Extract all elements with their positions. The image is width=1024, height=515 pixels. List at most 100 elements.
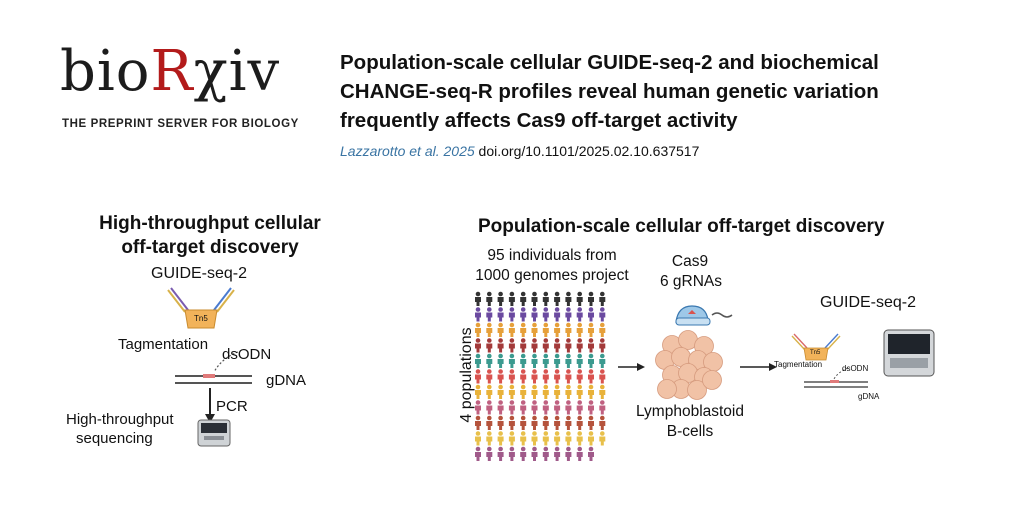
person-icon bbox=[508, 431, 515, 446]
citation-doi[interactable]: doi.org/10.1101/2025.02.10.637517 bbox=[478, 143, 700, 159]
person-icon bbox=[475, 291, 481, 306]
person-icon bbox=[599, 400, 606, 415]
person-icon bbox=[542, 291, 549, 306]
person-icon bbox=[542, 431, 549, 446]
person-icon bbox=[588, 307, 594, 322]
person-icon bbox=[576, 384, 583, 399]
person-icon bbox=[475, 322, 481, 337]
arrow-to-guideseq-icon bbox=[740, 363, 777, 371]
person-icon bbox=[576, 369, 583, 384]
person-icon bbox=[588, 446, 594, 461]
person-icon bbox=[508, 307, 515, 322]
left-heading-line1: High-throughput cellular bbox=[99, 213, 321, 234]
right-heading: Population-scale cellular off-target dis… bbox=[478, 216, 885, 237]
person-icon bbox=[486, 384, 493, 399]
cas9-line: Cas9 bbox=[671, 253, 709, 270]
person-icon bbox=[565, 446, 572, 461]
person-icon bbox=[508, 415, 515, 430]
person-icon bbox=[508, 291, 515, 306]
person-icon bbox=[542, 369, 549, 384]
person-icon bbox=[576, 307, 583, 322]
person-icon bbox=[475, 307, 481, 322]
person-icon bbox=[588, 338, 594, 353]
person-icon bbox=[520, 431, 527, 446]
person-icon bbox=[565, 353, 572, 368]
person-icon bbox=[475, 446, 481, 461]
cas9-label: Cas9 6 gRNAs bbox=[660, 252, 723, 292]
person-icon bbox=[486, 400, 493, 415]
grnas-line: 6 gRNAs bbox=[660, 273, 723, 290]
person-icon bbox=[599, 415, 606, 430]
person-icon bbox=[576, 400, 583, 415]
person-icon bbox=[486, 415, 493, 430]
person-icon bbox=[576, 431, 583, 446]
person-icon bbox=[542, 353, 549, 368]
citation-authors[interactable]: Lazzarotto et al. 2025 bbox=[340, 143, 475, 159]
person-icon bbox=[531, 291, 538, 306]
person-icon bbox=[508, 400, 515, 415]
arrow-to-cells-icon bbox=[618, 363, 645, 371]
person-icon bbox=[565, 369, 572, 384]
person-icon bbox=[554, 338, 561, 353]
person-icon bbox=[576, 446, 583, 461]
person-icon bbox=[475, 431, 481, 446]
people-grid-icon bbox=[475, 291, 606, 461]
person-icon bbox=[599, 338, 606, 353]
person-icon bbox=[520, 322, 527, 337]
person-icon bbox=[588, 400, 594, 415]
cells-line1: Lymphoblastoid bbox=[636, 403, 744, 420]
person-icon bbox=[508, 369, 515, 384]
person-icon bbox=[599, 353, 606, 368]
person-icon bbox=[508, 384, 515, 399]
left-heading: High-throughput cellular off-target disc… bbox=[60, 212, 360, 260]
person-icon bbox=[520, 291, 527, 306]
person-icon bbox=[588, 369, 594, 384]
person-icon bbox=[475, 338, 481, 353]
person-icon bbox=[531, 307, 538, 322]
person-icon bbox=[497, 369, 504, 384]
person-icon bbox=[486, 307, 493, 322]
person-icon bbox=[486, 431, 493, 446]
tn5-complex-right-icon bbox=[791, 333, 841, 361]
left-heading-line2: off-target discovery bbox=[121, 237, 299, 258]
person-icon bbox=[520, 353, 527, 368]
person-icon bbox=[554, 307, 561, 322]
person-icon bbox=[565, 291, 572, 306]
person-icon bbox=[508, 338, 515, 353]
cell-icon bbox=[702, 370, 722, 390]
person-icon bbox=[599, 291, 606, 306]
person-icon bbox=[599, 431, 606, 446]
person-icon bbox=[588, 415, 594, 430]
person-icon bbox=[520, 415, 527, 430]
person-icon bbox=[565, 338, 572, 353]
biorxiv-logo: bioRχiv bbox=[60, 44, 280, 100]
person-icon bbox=[531, 369, 538, 384]
left-tn5-label: Tn5 bbox=[194, 314, 208, 323]
person-icon bbox=[576, 415, 583, 430]
person-icon bbox=[486, 338, 493, 353]
person-icon bbox=[497, 384, 504, 399]
person-icon bbox=[599, 307, 606, 322]
person-icon bbox=[497, 415, 504, 430]
pcr-arrow-icon bbox=[205, 388, 215, 423]
person-icon bbox=[486, 446, 493, 461]
person-icon bbox=[486, 353, 493, 368]
gdna-label: gDNA bbox=[266, 372, 307, 389]
hts-line2: sequencing bbox=[76, 430, 153, 447]
person-icon bbox=[554, 322, 561, 337]
person-icon bbox=[554, 431, 561, 446]
person-icon bbox=[531, 338, 538, 353]
person-icon bbox=[486, 322, 493, 337]
cells-label: Lymphoblastoid B-cells bbox=[630, 402, 750, 442]
person-icon bbox=[531, 353, 538, 368]
person-icon bbox=[531, 415, 538, 430]
person-icon bbox=[542, 322, 549, 337]
person-icon bbox=[565, 307, 572, 322]
person-icon bbox=[531, 384, 538, 399]
person-icon bbox=[565, 431, 572, 446]
right-tn5-label: Tn5 bbox=[810, 350, 821, 356]
individuals-line2: 1000 genomes project bbox=[475, 267, 629, 284]
person-icon bbox=[486, 369, 493, 384]
gdna-strand-left-icon bbox=[175, 351, 252, 384]
